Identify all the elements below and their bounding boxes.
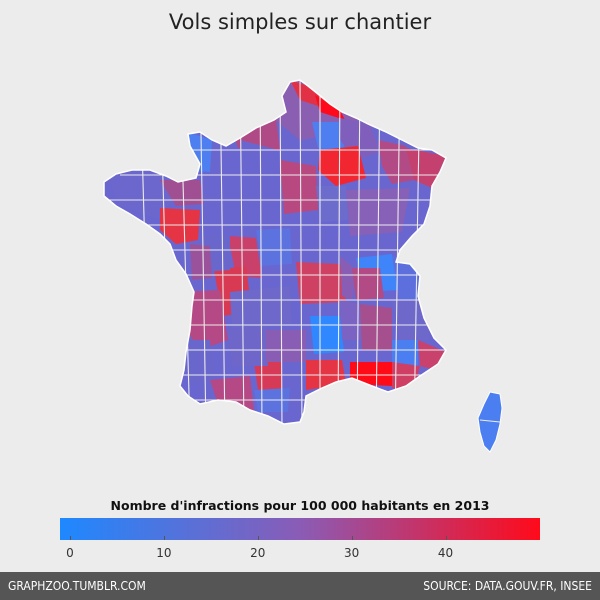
legend-tick-label: 30 xyxy=(343,546,360,560)
legend-tick-mark xyxy=(70,536,71,540)
footer-bar: GRAPHZOO.TUMBLR.COM SOURCE: DATA.GOUV.FR… xyxy=(0,572,600,600)
legend-tick-label: 40 xyxy=(437,546,454,560)
legend-tick-label: 0 xyxy=(66,546,74,560)
legend-tick-label: 10 xyxy=(156,546,172,560)
footer-source: SOURCE: DATA.GOUV.FR, INSEE xyxy=(423,579,592,593)
footer-credit: GRAPHZOO.TUMBLR.COM xyxy=(8,579,146,593)
legend-tick-label: 20 xyxy=(250,546,266,560)
france-outline xyxy=(103,79,447,425)
corsica xyxy=(477,391,503,453)
legend-tick-mark xyxy=(257,536,259,540)
chart-title: Vols simples sur chantier xyxy=(168,10,432,34)
legend-tick-mark xyxy=(445,536,447,540)
legend-title: Nombre d'infractions pour 100 000 habita… xyxy=(110,498,490,513)
legend-colorbar xyxy=(60,518,540,540)
legend-tick-mark xyxy=(351,536,353,540)
legend-tick-mark xyxy=(163,536,165,540)
